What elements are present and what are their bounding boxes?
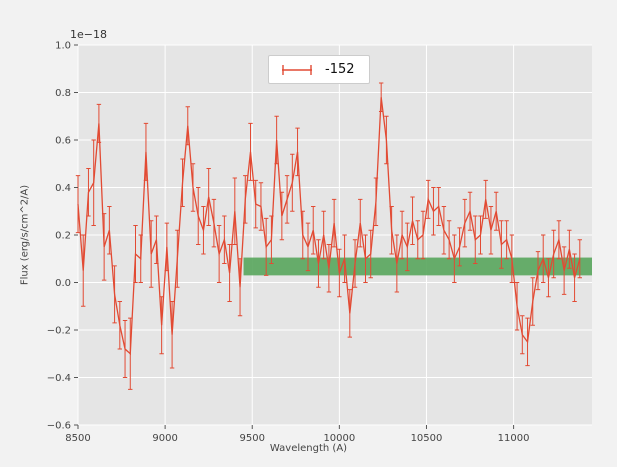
legend-label: -152: [325, 62, 355, 77]
y-tick-label: −0.4: [47, 373, 71, 384]
x-tick-label: 8500: [65, 433, 90, 444]
spectrum-line: [77, 97, 581, 356]
x-tick-label: 11000: [498, 433, 530, 444]
errorbar-legend-icon: [282, 64, 312, 75]
y-tick-label: −0.2: [47, 326, 71, 337]
y-tick-label: 0.2: [55, 231, 71, 242]
x-tick-label: 9000: [152, 433, 177, 444]
y-tick-label: 0.4: [55, 183, 71, 194]
x-tick-label: 10000: [323, 433, 355, 444]
y-axis-label: Flux (erg/s/cm^2/A): [19, 184, 31, 286]
x-axis-label: Wavelength (A): [269, 443, 348, 454]
legend: -152: [268, 55, 370, 84]
y-tick-label: 0.6: [55, 136, 71, 147]
y-tick-label: 0.0: [55, 278, 71, 289]
reference-band: [243, 257, 592, 276]
axis-offset-text: 1e−18: [70, 28, 107, 41]
y-tick-label: 1.0: [55, 41, 71, 52]
y-tick-label: −0.6: [47, 421, 71, 432]
y-tick-label: 0.8: [55, 88, 71, 99]
x-tick-label: 9500: [240, 433, 265, 444]
x-tick-label: 10500: [411, 433, 443, 444]
